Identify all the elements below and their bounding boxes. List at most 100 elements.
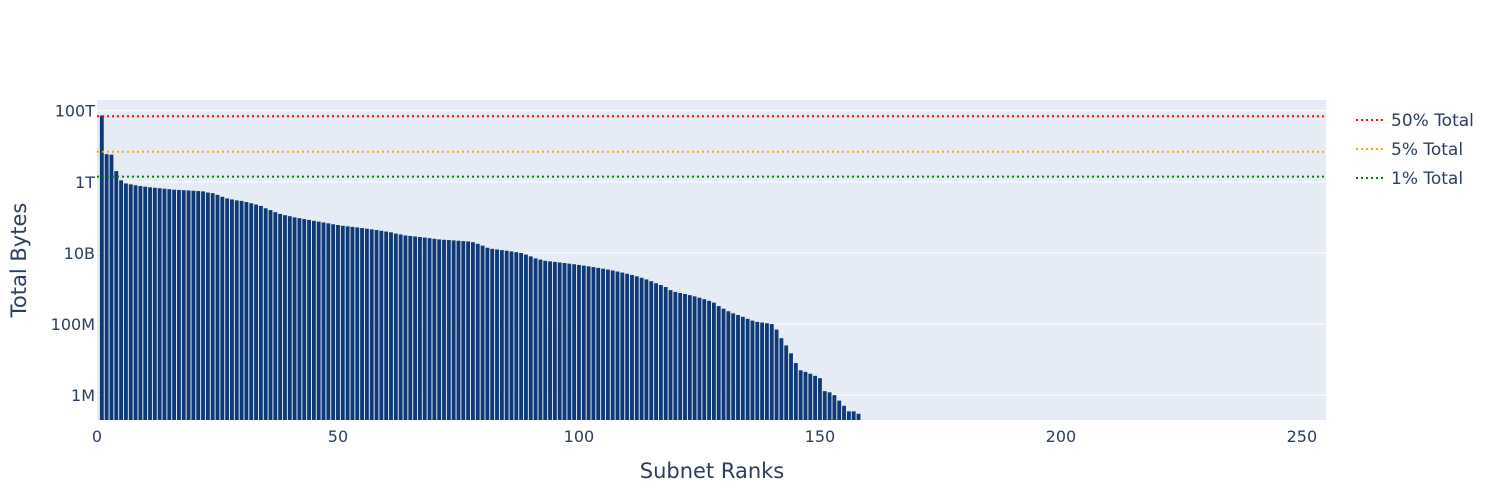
bar[interactable] <box>697 297 702 420</box>
bar[interactable] <box>533 258 538 420</box>
bar[interactable] <box>283 215 287 420</box>
bar[interactable] <box>413 236 418 420</box>
bar[interactable] <box>490 248 495 420</box>
bar[interactable] <box>495 249 499 420</box>
bar[interactable] <box>769 324 774 420</box>
bar[interactable] <box>427 238 432 420</box>
bar[interactable] <box>577 264 581 420</box>
bar[interactable] <box>162 188 167 420</box>
bar[interactable] <box>687 295 692 420</box>
bar[interactable] <box>803 371 808 420</box>
bar[interactable] <box>524 254 528 420</box>
bar[interactable] <box>663 287 668 420</box>
bar[interactable] <box>403 235 408 420</box>
bar[interactable] <box>842 405 846 420</box>
bar[interactable] <box>215 194 220 420</box>
bar[interactable] <box>461 241 466 420</box>
bar[interactable] <box>504 250 509 420</box>
bar[interactable] <box>543 260 548 420</box>
bar[interactable] <box>678 292 683 420</box>
bar[interactable] <box>736 314 740 420</box>
bar[interactable] <box>432 238 437 420</box>
bar[interactable] <box>740 316 745 420</box>
bar[interactable] <box>114 171 119 420</box>
bar[interactable] <box>278 213 283 420</box>
bar[interactable] <box>172 189 177 420</box>
bar[interactable] <box>475 243 480 420</box>
bar[interactable] <box>552 261 557 420</box>
bar[interactable] <box>731 313 736 420</box>
bar[interactable] <box>625 273 630 420</box>
bar[interactable] <box>181 190 186 420</box>
bar[interactable] <box>707 300 712 420</box>
bar[interactable] <box>764 323 769 420</box>
bar[interactable] <box>99 115 104 420</box>
bar[interactable] <box>398 234 403 420</box>
bar[interactable] <box>350 226 355 420</box>
legend-item-label[interactable]: 5% Total <box>1391 140 1463 160</box>
bar[interactable] <box>755 321 760 420</box>
bar[interactable] <box>258 205 263 420</box>
bar[interactable] <box>721 308 726 420</box>
bar[interactable] <box>711 302 716 420</box>
bar[interactable] <box>128 184 133 420</box>
bar[interactable] <box>307 219 311 420</box>
bar[interactable] <box>302 218 307 420</box>
bar[interactable] <box>779 338 784 420</box>
bar[interactable] <box>596 267 601 420</box>
bar[interactable] <box>745 318 750 420</box>
bar[interactable] <box>509 251 514 420</box>
bar[interactable] <box>230 199 234 420</box>
bar[interactable] <box>673 291 678 420</box>
bar[interactable] <box>634 276 639 420</box>
bar[interactable] <box>442 239 446 420</box>
bar[interactable] <box>109 154 114 420</box>
bar[interactable] <box>514 252 519 420</box>
bar[interactable] <box>726 311 731 420</box>
bar[interactable] <box>644 279 649 420</box>
bar[interactable] <box>832 395 837 420</box>
bar[interactable] <box>148 187 152 420</box>
bar[interactable] <box>201 191 205 420</box>
bar[interactable] <box>793 363 798 420</box>
bar[interactable] <box>311 220 316 420</box>
bar[interactable] <box>220 196 225 420</box>
bar[interactable] <box>716 306 721 420</box>
bar[interactable] <box>157 188 162 420</box>
bar[interactable] <box>177 189 181 420</box>
bar[interactable] <box>360 228 365 420</box>
bar[interactable] <box>586 266 591 420</box>
bar[interactable] <box>683 293 687 420</box>
bar[interactable] <box>326 223 331 420</box>
bar[interactable] <box>822 391 827 420</box>
bar[interactable] <box>205 192 210 420</box>
bar[interactable] <box>789 353 793 420</box>
bar[interactable] <box>837 400 842 420</box>
bar[interactable] <box>808 373 813 420</box>
bar[interactable] <box>364 228 369 420</box>
bar[interactable] <box>480 245 485 420</box>
bar[interactable] <box>466 241 471 420</box>
bar[interactable] <box>846 411 851 420</box>
bar[interactable] <box>615 271 620 420</box>
bar[interactable] <box>630 274 634 420</box>
bar[interactable] <box>851 411 856 420</box>
bar[interactable] <box>408 235 413 420</box>
bar[interactable] <box>268 210 273 420</box>
bar[interactable] <box>186 190 191 420</box>
bar[interactable] <box>692 296 697 420</box>
bar[interactable] <box>528 256 533 420</box>
bar[interactable] <box>369 229 374 420</box>
bar[interactable] <box>143 186 148 420</box>
bar[interactable] <box>191 190 196 420</box>
bar[interactable] <box>548 261 552 420</box>
bar[interactable] <box>340 225 345 420</box>
bar[interactable] <box>345 226 350 420</box>
bar[interactable] <box>336 225 340 420</box>
bar[interactable] <box>562 263 567 420</box>
bar[interactable] <box>196 191 201 420</box>
bar[interactable] <box>379 230 384 420</box>
bar[interactable] <box>297 218 302 420</box>
bar[interactable] <box>702 299 707 420</box>
bar[interactable] <box>750 320 755 420</box>
